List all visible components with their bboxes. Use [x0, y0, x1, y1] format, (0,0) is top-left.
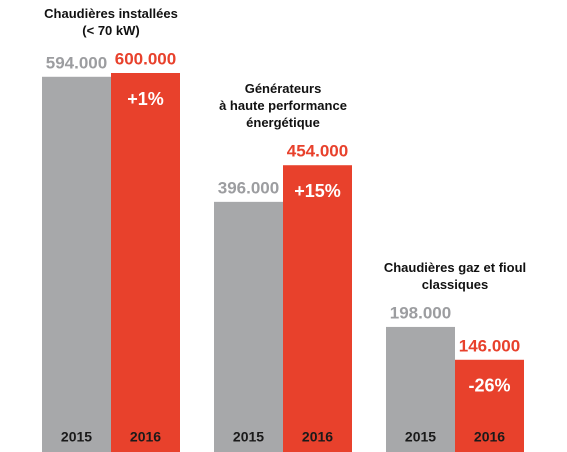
bar — [214, 201, 283, 452]
group-title: Générateurs à haute performance énergéti… — [219, 81, 347, 131]
bar — [42, 76, 111, 452]
year-label: 2016 — [302, 429, 333, 445]
bar — [386, 326, 455, 452]
value-label: 396.000 — [218, 178, 279, 197]
bar — [283, 165, 352, 452]
value-label: 454.000 — [287, 142, 348, 161]
value-label: 594.000 — [46, 53, 107, 72]
value-label: 198.000 — [390, 303, 451, 322]
bar — [455, 359, 524, 452]
year-label: 2015 — [233, 429, 264, 445]
value-label: 600.000 — [115, 49, 176, 68]
change-label: -26% — [468, 376, 510, 396]
year-label: 2016 — [130, 429, 161, 445]
group-title: Chaudières gaz et fioul classiques — [383, 259, 527, 292]
year-label: 2016 — [474, 429, 505, 445]
group-title: Chaudières installées (< 70 kW) — [44, 6, 178, 38]
year-label: 2015 — [61, 429, 92, 445]
year-label: 2015 — [405, 429, 436, 445]
change-label: +15% — [294, 181, 341, 201]
change-label: +1% — [127, 89, 164, 109]
value-label: 146.000 — [459, 336, 520, 355]
bar — [111, 73, 180, 452]
